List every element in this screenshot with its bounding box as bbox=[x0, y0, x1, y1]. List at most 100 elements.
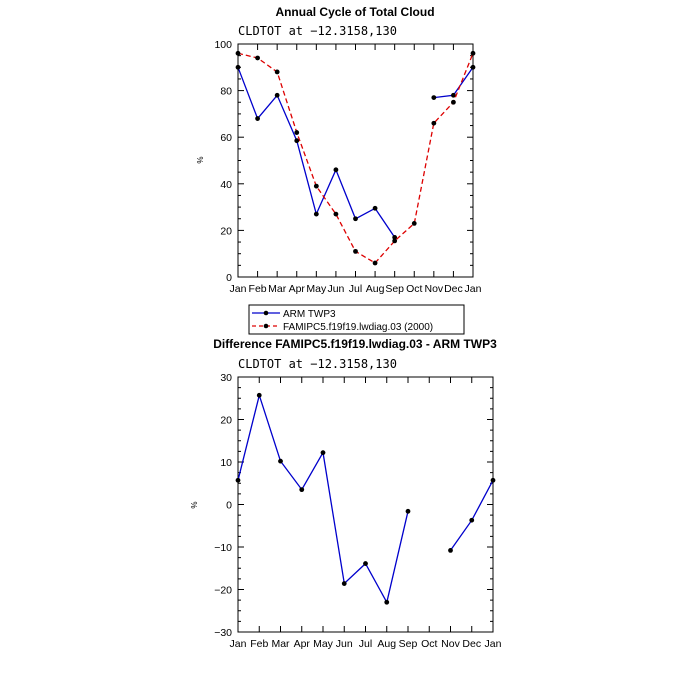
axis-ticks: Jan Feb Mar Apr May Jun Jul Aug Sep Oct Nov Dec Jan0… bbox=[214, 39, 481, 295]
data-point bbox=[255, 116, 260, 121]
x-tick-label: Jul bbox=[359, 638, 372, 650]
data-point bbox=[405, 508, 411, 514]
x-tick-label: Oct bbox=[406, 283, 422, 295]
x-tick-label: Sep bbox=[399, 638, 418, 650]
legend-label-fam: FAMIPC5.f19f19.lwdiag.03 (2000) bbox=[283, 322, 433, 333]
y-tick-label: 80 bbox=[220, 86, 232, 98]
series-group bbox=[235, 50, 476, 266]
x-tick-label: Jan bbox=[465, 283, 482, 295]
x-tick-label: Aug bbox=[377, 638, 396, 650]
data-point bbox=[470, 50, 476, 56]
y-tick-label: 0 bbox=[226, 500, 232, 512]
data-point bbox=[451, 92, 456, 98]
x-tick-label: Oct bbox=[421, 638, 437, 650]
legend-marker-fam bbox=[263, 323, 269, 329]
y-tick-label: 60 bbox=[220, 132, 232, 144]
data-point bbox=[490, 477, 496, 483]
data-point bbox=[333, 167, 339, 173]
data-point bbox=[411, 221, 417, 226]
data-point bbox=[431, 95, 437, 100]
data-point bbox=[341, 581, 347, 586]
series-line-1 bbox=[237, 52, 474, 264]
data-point bbox=[299, 487, 305, 493]
chart-title: Difference FAMIPC5.f19f19.lwdiag.03 - AR… bbox=[213, 337, 497, 351]
data-point bbox=[274, 69, 280, 75]
y-tick-label: 100 bbox=[214, 39, 232, 51]
x-tick-label: May bbox=[313, 638, 334, 650]
data-point bbox=[392, 238, 398, 244]
data-point bbox=[353, 216, 358, 222]
y-tick-label: −30 bbox=[214, 627, 232, 639]
y-tick-label: 20 bbox=[220, 415, 232, 427]
series-group bbox=[235, 392, 496, 605]
x-tick-label: Jan bbox=[230, 638, 247, 650]
data-point bbox=[448, 548, 453, 553]
x-tick-label: May bbox=[306, 283, 327, 295]
x-tick-label: Nov bbox=[441, 638, 460, 650]
x-tick-label: Apr bbox=[289, 283, 306, 295]
y-tick-label: 0 bbox=[226, 272, 232, 284]
x-tick-label: Jul bbox=[349, 283, 362, 295]
data-point bbox=[431, 120, 437, 126]
data-point bbox=[392, 234, 398, 240]
y-tick-label: 30 bbox=[220, 372, 232, 384]
y-tick-label: 20 bbox=[220, 225, 232, 237]
x-tick-label: Mar bbox=[271, 638, 290, 650]
x-tick-label: Feb bbox=[249, 283, 267, 295]
data-point bbox=[294, 130, 300, 135]
plot-frame bbox=[237, 376, 494, 633]
y-tick-label: −10 bbox=[214, 542, 232, 554]
x-tick-label: Mar bbox=[268, 283, 287, 295]
data-point bbox=[384, 599, 390, 605]
series-line-0 bbox=[449, 479, 494, 551]
data-point bbox=[320, 450, 326, 456]
y-axis-label: % bbox=[190, 501, 199, 508]
x-tick-label: Jan bbox=[485, 638, 502, 650]
legend-label-arm: ARM TWP3 bbox=[283, 309, 336, 320]
data-point bbox=[372, 260, 378, 266]
data-point bbox=[235, 64, 241, 70]
x-tick-label: Sep bbox=[385, 283, 404, 295]
data-point bbox=[274, 92, 280, 98]
y-tick-label: 10 bbox=[220, 457, 232, 469]
data-point bbox=[313, 211, 319, 217]
legend-marker-arm bbox=[263, 310, 269, 316]
plot-frame bbox=[237, 43, 474, 278]
data-point bbox=[294, 138, 300, 144]
x-tick-label: Nov bbox=[424, 283, 443, 295]
data-point bbox=[313, 183, 319, 189]
chart-subtitle: CLDTOT at −12.3158,130 bbox=[238, 357, 397, 371]
y-tick-label: 40 bbox=[220, 179, 232, 191]
chart-subtitle: CLDTOT at −12.3158,130 bbox=[238, 24, 397, 38]
data-point bbox=[451, 99, 456, 105]
x-tick-label: Feb bbox=[250, 638, 268, 650]
data-point bbox=[278, 458, 283, 464]
x-tick-label: Apr bbox=[294, 638, 311, 650]
data-point bbox=[235, 50, 241, 56]
data-point bbox=[333, 211, 339, 217]
x-tick-label: Jun bbox=[336, 638, 353, 650]
series-line-0 bbox=[237, 392, 409, 605]
x-tick-label: Aug bbox=[366, 283, 385, 295]
data-point bbox=[353, 248, 358, 254]
data-point bbox=[372, 205, 378, 211]
chart-title: Annual Cycle of Total Cloud bbox=[275, 5, 434, 19]
x-tick-label: Dec bbox=[462, 638, 481, 650]
data-point bbox=[469, 517, 475, 523]
x-tick-label: Dec bbox=[444, 283, 463, 295]
data-point bbox=[235, 477, 241, 483]
data-point bbox=[255, 55, 260, 61]
legend: ARM TWP3 FAMIPC5.f19f19.lwdiag.03 (2000) bbox=[248, 304, 465, 335]
axis-ticks: Jan Feb Mar Apr May Jun Jul Aug Sep Oct Nov Dec Jan−… bbox=[214, 372, 501, 650]
x-tick-label: Jun bbox=[327, 283, 344, 295]
y-axis-label: % bbox=[196, 156, 205, 163]
data-point bbox=[256, 392, 262, 398]
annual-cycle-chart: Annual Cycle of Total Cloud CLDTOT at −1… bbox=[196, 5, 482, 295]
x-tick-label: Jan bbox=[230, 283, 247, 295]
y-tick-label: −20 bbox=[214, 585, 232, 597]
legend-box bbox=[248, 304, 465, 335]
data-point bbox=[470, 64, 476, 70]
difference-chart: Difference FAMIPC5.f19f19.lwdiag.03 - AR… bbox=[190, 337, 502, 650]
data-point bbox=[363, 561, 368, 566]
